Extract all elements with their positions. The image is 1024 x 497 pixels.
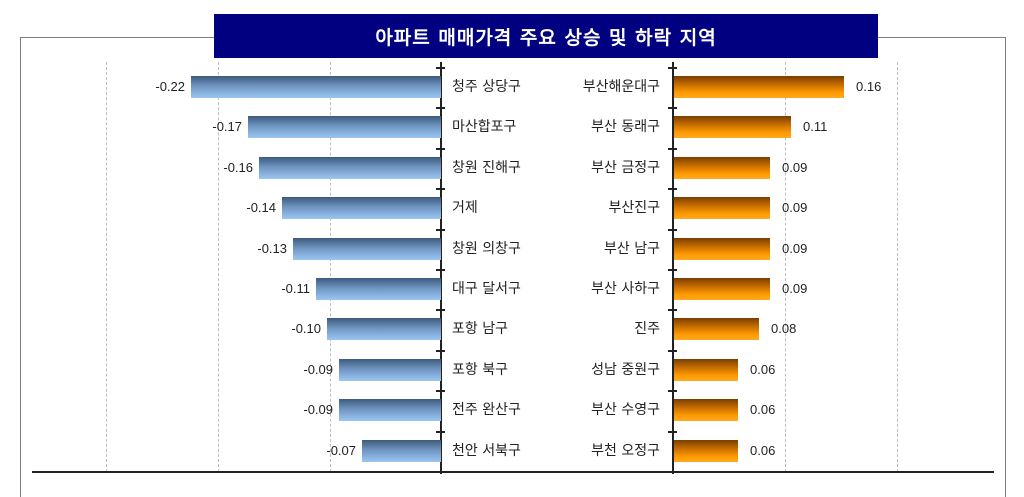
value-label-decline: -0.11 — [281, 281, 310, 296]
axis-tick — [436, 269, 445, 271]
category-label-increase: 부산해운대구 — [582, 79, 660, 95]
bar-increase — [674, 76, 844, 98]
bar-decline — [248, 116, 441, 138]
chart-title: 아파트 매매가격 주요 상승 및 하락 지역 — [214, 14, 878, 58]
axis-tick — [436, 309, 445, 311]
category-label-increase: 부천 오정구 — [591, 443, 660, 459]
axis-tick — [436, 431, 445, 433]
value-label-increase: 0.11 — [803, 119, 828, 134]
bar-decline — [327, 318, 441, 340]
x-axis-baseline — [32, 471, 994, 473]
value-label-increase: 0.09 — [782, 241, 808, 256]
axis-tick — [436, 188, 445, 190]
bar-increase — [674, 278, 770, 300]
bar-increase — [674, 157, 770, 179]
category-label-increase: 진주 — [634, 321, 660, 337]
bar-decline — [191, 76, 441, 98]
left-axis — [440, 62, 442, 474]
axis-tick — [436, 107, 445, 109]
axis-tick — [668, 188, 677, 190]
axis-tick — [668, 390, 677, 392]
bar-decline — [259, 157, 441, 179]
category-label-increase: 부산 사하구 — [591, 281, 660, 297]
axis-tick — [668, 309, 677, 311]
axis-tick — [668, 350, 677, 352]
axis-tick — [668, 229, 677, 231]
value-label-increase: 0.06 — [750, 362, 776, 377]
bar-decline — [316, 278, 441, 300]
axis-tick — [436, 350, 445, 352]
bar-increase — [674, 359, 738, 381]
category-label-decline: 포항 남구 — [452, 321, 508, 337]
category-label-increase: 부산 금정구 — [591, 160, 660, 176]
bar-decline — [293, 238, 441, 260]
gridline — [330, 62, 331, 472]
axis-tick — [668, 67, 677, 69]
gridline — [785, 62, 786, 472]
chart-frame — [20, 37, 1006, 497]
bar-increase — [674, 197, 770, 219]
value-label-decline: -0.16 — [223, 160, 253, 175]
axis-tick — [436, 67, 445, 69]
gridline — [106, 62, 107, 472]
gridline — [218, 62, 219, 472]
axis-tick — [668, 107, 677, 109]
right-axis — [672, 62, 674, 474]
bar-decline — [282, 197, 441, 219]
value-label-decline: -0.07 — [326, 443, 356, 458]
axis-tick — [436, 390, 445, 392]
axis-tick — [668, 148, 677, 150]
value-label-decline: -0.10 — [291, 321, 321, 336]
bar-decline — [339, 359, 441, 381]
category-label-increase: 부산 동래구 — [591, 119, 660, 135]
value-label-increase: 0.09 — [782, 160, 808, 175]
axis-tick — [436, 148, 445, 150]
category-label-increase: 부산 남구 — [604, 241, 660, 257]
value-label-decline: -0.17 — [212, 119, 242, 134]
category-label-decline: 천안 서북구 — [452, 443, 521, 459]
axis-tick — [668, 431, 677, 433]
value-label-decline: -0.22 — [155, 79, 185, 94]
category-label-decline: 창원 의창구 — [452, 241, 521, 257]
value-label-increase: 0.08 — [771, 321, 797, 336]
category-label-increase: 부산진구 — [608, 200, 660, 216]
category-label-decline: 청주 상당구 — [452, 79, 521, 95]
category-label-increase: 부산 수영구 — [591, 402, 660, 418]
value-label-decline: -0.09 — [303, 402, 333, 417]
value-label-increase: 0.16 — [856, 79, 882, 94]
bar-increase — [674, 116, 791, 138]
category-label-increase: 성남 중원구 — [591, 362, 660, 378]
bar-increase — [674, 238, 770, 260]
axis-tick — [668, 269, 677, 271]
bar-decline — [339, 399, 441, 421]
category-label-decline: 창원 진해구 — [452, 160, 521, 176]
axis-tick — [436, 229, 445, 231]
category-label-decline: 전주 완산구 — [452, 402, 521, 418]
value-label-decline: -0.09 — [303, 362, 333, 377]
value-label-increase: 0.09 — [782, 281, 808, 296]
value-label-decline: -0.14 — [246, 200, 276, 215]
gridline — [897, 62, 898, 472]
bar-decline — [362, 440, 441, 462]
value-label-increase: 0.09 — [782, 200, 808, 215]
category-label-decline: 마산합포구 — [452, 119, 517, 135]
category-label-decline: 포항 북구 — [452, 362, 508, 378]
bar-increase — [674, 399, 738, 421]
value-label-decline: -0.13 — [257, 241, 287, 256]
value-label-increase: 0.06 — [750, 402, 776, 417]
category-label-decline: 거제 — [452, 200, 478, 216]
category-label-decline: 대구 달서구 — [452, 281, 521, 297]
bar-increase — [674, 318, 759, 340]
value-label-increase: 0.06 — [750, 443, 776, 458]
bar-increase — [674, 440, 738, 462]
